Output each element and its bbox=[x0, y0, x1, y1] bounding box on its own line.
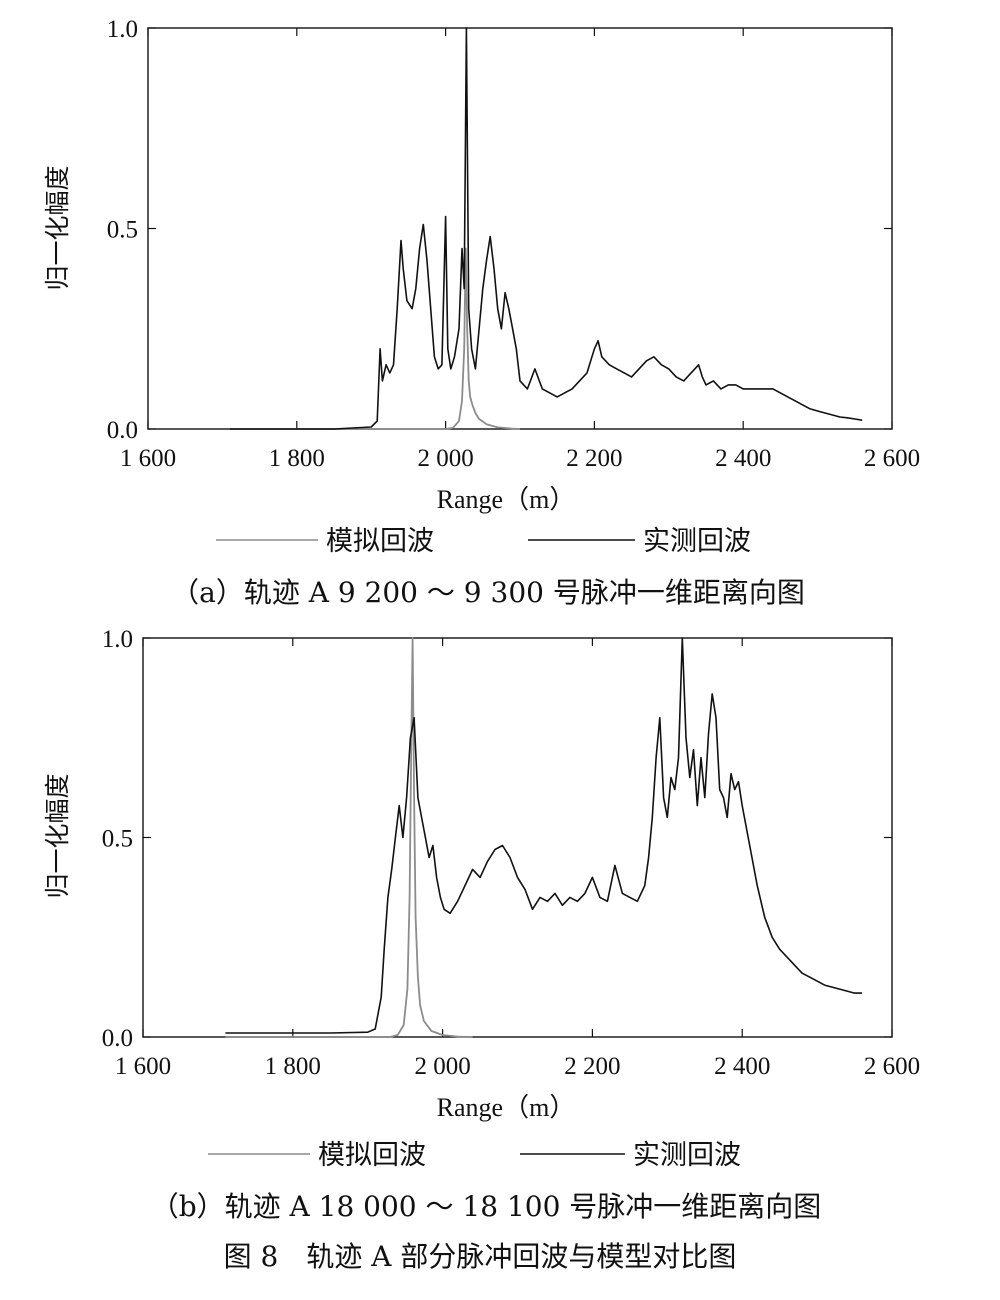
chart-caption-b: （b）轨迹 A 18 000 ～ 18 100 号脉冲一维距离向图 bbox=[151, 1190, 822, 1223]
y-tick-label: 0.0 bbox=[102, 1025, 133, 1052]
legend-label-measured-b: 实测回波 bbox=[633, 1140, 741, 1171]
x-tick-label: 2 200 bbox=[564, 1053, 620, 1080]
x-tick-label: 2 000 bbox=[414, 1053, 470, 1080]
x-axis-label-a: Range（m） bbox=[437, 485, 576, 514]
x-tick-label: 1 800 bbox=[269, 445, 325, 472]
legend-label-simulated-b: 模拟回波 bbox=[318, 1140, 426, 1171]
x-tick-label: 1 800 bbox=[265, 1053, 321, 1080]
y-tick-label: 1.0 bbox=[107, 16, 138, 43]
y-axis-label-a: 归一化幅度 bbox=[43, 165, 72, 290]
x-tick-label: 2 000 bbox=[417, 445, 473, 472]
y-axis-label-b: 归一化幅度 bbox=[43, 773, 72, 898]
legend-label-simulated-a: 模拟回波 bbox=[326, 526, 434, 557]
series-group-a bbox=[229, 27, 863, 430]
y-tick-label: 0.5 bbox=[107, 217, 138, 244]
chart-panel-b: 0.0 0.5 1.0 1 600 1 800 2 000 2 200 2 400 2 600… bbox=[43, 626, 920, 1223]
y-ticks-b: 0.0 0.5 1.0 bbox=[102, 626, 892, 1052]
y-ticks-a: 0.0 0.5 1.0 bbox=[107, 16, 892, 444]
x-tick-label: 1 600 bbox=[120, 445, 176, 472]
x-tick-label: 2 600 bbox=[864, 1053, 920, 1080]
legend-label-measured-a: 实测回波 bbox=[643, 526, 751, 557]
chart-caption-a: （a）轨迹 A 9 200 ～ 9 300 号脉冲一维距离向图 bbox=[171, 576, 805, 609]
plot-frame-a bbox=[147, 27, 893, 430]
series-line-simulated bbox=[229, 247, 521, 430]
x-tick-label: 2 200 bbox=[566, 445, 622, 472]
x-ticks-a: 1 600 1 800 2 000 2 200 2 400 2 600 bbox=[120, 28, 920, 472]
figure-caption: 图 8 轨迹 A 部分脉冲回波与模型对比图 bbox=[224, 1240, 737, 1273]
y-tick-label: 0.5 bbox=[102, 826, 133, 853]
x-tick-label: 2 600 bbox=[864, 445, 920, 472]
x-axis-label-b: Range（m） bbox=[437, 1093, 576, 1122]
chart-panel-a: 0.0 0.5 1.0 1 600 1 800 2 000 2 200 2 400 2 600… bbox=[43, 16, 920, 609]
x-tick-label: 1 600 bbox=[115, 1053, 171, 1080]
y-tick-label: 0.0 bbox=[107, 417, 138, 444]
plot-frame-b bbox=[142, 637, 893, 1038]
x-tick-label: 2 400 bbox=[714, 1053, 770, 1080]
series-line-measured bbox=[225, 637, 862, 1034]
series-line-simulated bbox=[225, 637, 473, 1038]
y-tick-label: 1.0 bbox=[102, 626, 133, 653]
series-group-b bbox=[225, 637, 862, 1038]
x-tick-label: 2 400 bbox=[715, 445, 771, 472]
series-line-measured bbox=[229, 27, 863, 430]
x-ticks-b: 1 600 1 800 2 000 2 200 2 400 2 600 bbox=[115, 638, 920, 1080]
